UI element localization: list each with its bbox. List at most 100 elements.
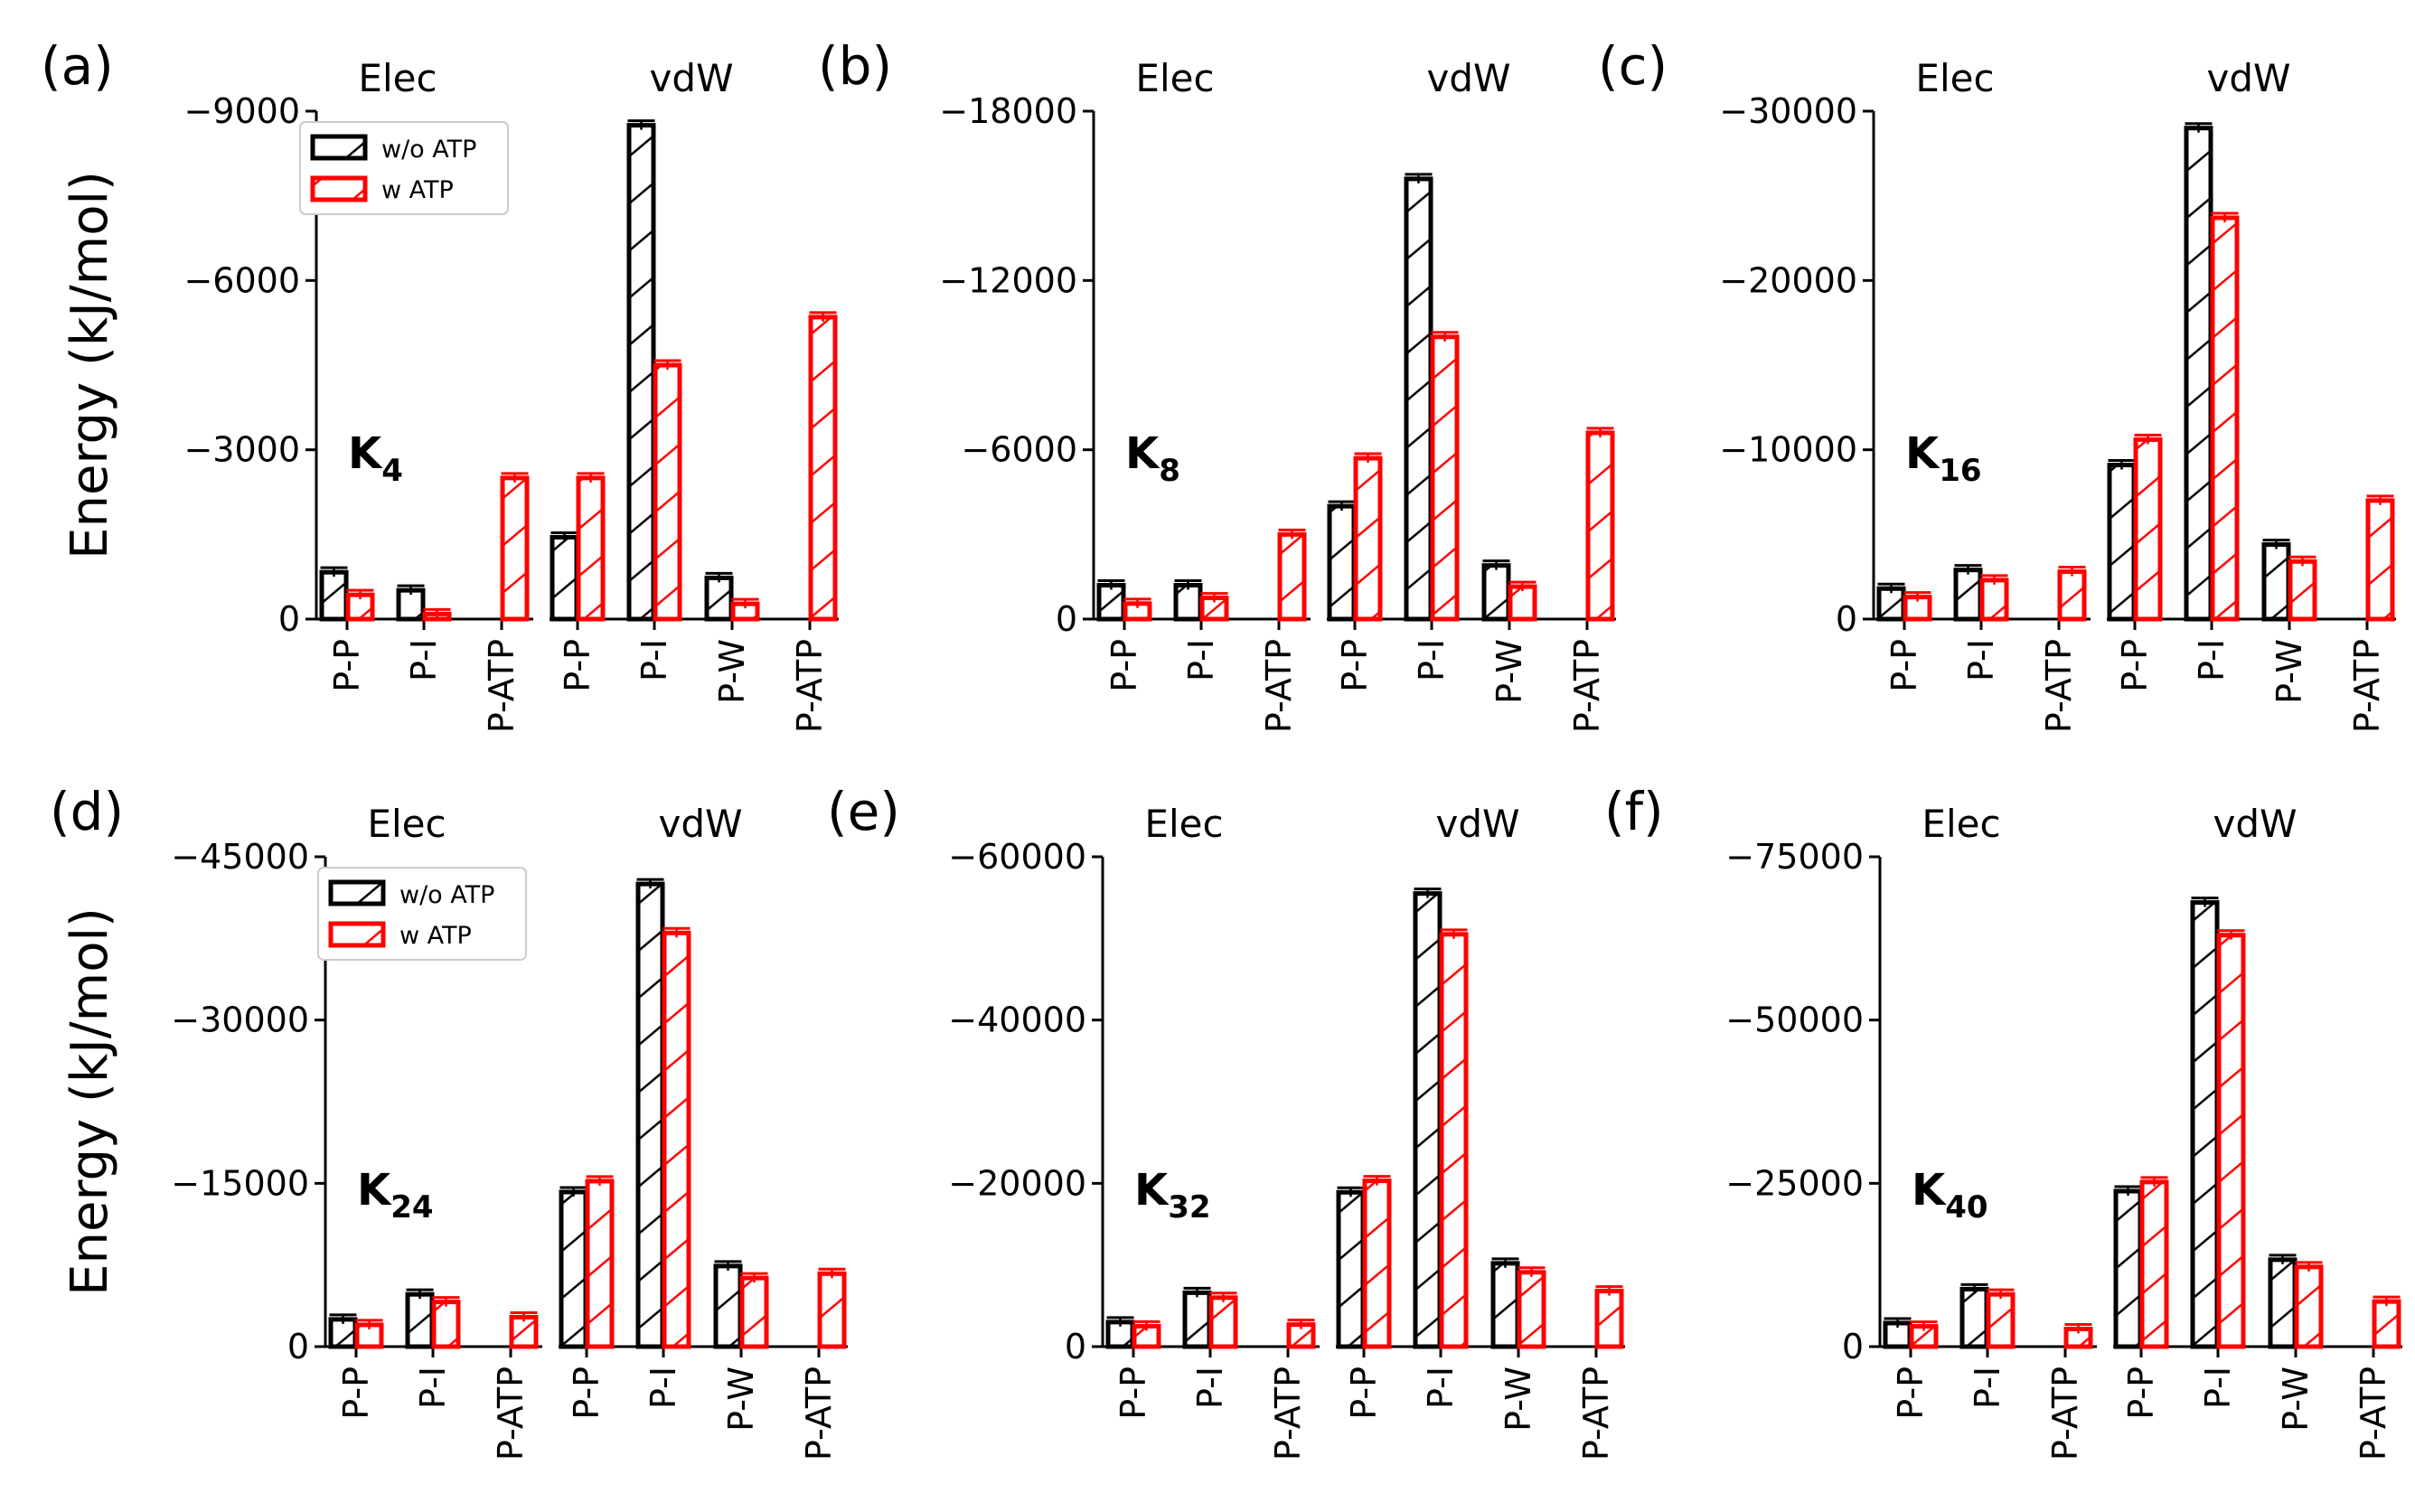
system-label-base: K xyxy=(1125,428,1161,479)
group-title: vdW xyxy=(658,802,742,846)
y-axis-label: Energy (kJ/mol) xyxy=(61,171,119,559)
y-tick-label: −20000 xyxy=(948,1163,1086,1203)
panel-e: (e) 0 −20000 −40000 −60000 Elec P-P P-I P-ATP vdW… xyxy=(827,781,1625,1460)
x-tick-label: P-W xyxy=(712,639,752,704)
x-tick-label: P-ATP xyxy=(491,1366,531,1460)
bar-without-atp xyxy=(1327,503,1357,622)
x-tick-label: P-P xyxy=(1344,1366,1384,1420)
bar-with-atp xyxy=(1362,1179,1392,1349)
y-tick-label: −20000 xyxy=(1719,260,1857,300)
bar-with-atp xyxy=(1979,578,2009,622)
bar-with-atp xyxy=(1208,1295,1238,1349)
system-label-base: K xyxy=(1905,428,1940,479)
y-tick-label: −75000 xyxy=(1725,837,1864,877)
y-tick-label: −30000 xyxy=(1719,91,1857,131)
panel-letter: (a) xyxy=(41,35,114,97)
x-tick-label: P-I xyxy=(1968,1366,2007,1409)
x-tick-label: P-W xyxy=(1489,639,1529,704)
legend: w/o ATP w ATP xyxy=(317,867,527,961)
y-tick-label: 0 xyxy=(1056,599,1077,639)
group-title: Elec xyxy=(367,802,446,846)
panel-a: (a) 0 −3000 −6000 −9000 Energy (kJ/mol) Elec P-… xyxy=(41,35,839,733)
x-tick-label: P-ATP xyxy=(1576,1366,1616,1460)
x-tick-label: P-ATP xyxy=(2354,1366,2393,1460)
bar-with-atp xyxy=(739,1275,769,1349)
x-tick-label: P-I xyxy=(1181,639,1221,681)
bar-without-atp xyxy=(1490,1261,1520,1349)
system-label-subscript: 40 xyxy=(1945,1189,1987,1226)
y-tick-label: −6000 xyxy=(183,260,300,300)
bar-with-atp xyxy=(2288,559,2317,622)
y-tick-label: −25000 xyxy=(1725,1163,1864,1203)
group-title: vdW xyxy=(649,56,733,100)
x-tick-label: P-ATP xyxy=(482,639,522,733)
bar-without-atp xyxy=(1182,1290,1212,1349)
bar-with-atp xyxy=(1439,932,1469,1349)
panel-d: (d) 0 −15000 −30000 −45000 Energy (kJ/mol) Ele… xyxy=(50,781,848,1460)
bar-without-atp xyxy=(1413,891,1442,1349)
bar-with-atp xyxy=(1517,1270,1546,1349)
bar-without-atp xyxy=(1173,583,1203,622)
system-label: K16 xyxy=(1905,428,1982,489)
bar-with-atp xyxy=(2057,569,2087,622)
x-tick-label: P-I xyxy=(1190,1366,1230,1409)
panel-letter: (e) xyxy=(827,781,900,842)
bar-without-atp xyxy=(713,1263,743,1349)
bar-without-atp xyxy=(1096,583,1126,622)
bar-without-atp xyxy=(704,575,734,622)
x-tick-label: P-P xyxy=(1114,1366,1153,1420)
x-tick-label: P-W xyxy=(721,1366,761,1432)
bar-with-atp xyxy=(509,1314,539,1349)
x-tick-label: P-P xyxy=(1335,639,1375,692)
y-tick-label: −45000 xyxy=(171,837,309,877)
x-tick-label: P-I xyxy=(2198,1366,2238,1409)
bar-without-atp xyxy=(559,1189,588,1349)
legend-swatch-without-atp xyxy=(310,134,368,161)
x-tick-label: P-ATP xyxy=(2039,639,2079,733)
x-tick-label: P-P xyxy=(336,1366,376,1420)
system-label: K4 xyxy=(348,428,403,489)
y-tick-label: 0 xyxy=(287,1327,309,1366)
bar-with-atp xyxy=(1277,531,1307,622)
bar-with-atp xyxy=(2216,933,2246,1349)
group-title: Elec xyxy=(358,56,437,100)
y-tick-label: 0 xyxy=(278,599,300,639)
y-tick-label: 0 xyxy=(1836,599,1857,639)
y-tick-label: −9000 xyxy=(183,91,300,131)
bar-without-atp xyxy=(2184,126,2213,622)
bar-without-atp xyxy=(2107,463,2137,622)
system-label-subscript: 8 xyxy=(1159,453,1180,489)
group-title: Elec xyxy=(1144,802,1223,846)
x-tick-label: P-ATP xyxy=(1268,1366,1308,1460)
panel-letter: (d) xyxy=(50,781,124,842)
system-label-subscript: 32 xyxy=(1168,1189,1210,1226)
bar-without-atp xyxy=(635,881,665,1349)
y-tick-label: −40000 xyxy=(948,1000,1086,1040)
panel-b: (b) 0 −6000 −12000 −18000 Elec P-P P-I P-ATP vdW P… xyxy=(818,35,1616,733)
bar-without-atp xyxy=(1404,176,1433,622)
legend-swatch-without-atp xyxy=(328,879,386,906)
group-title: vdW xyxy=(1435,802,1519,846)
panel-letter: (c) xyxy=(1598,35,1668,97)
bar-with-atp xyxy=(817,1271,847,1349)
bar-with-atp xyxy=(431,1300,461,1349)
bar-without-atp xyxy=(1481,563,1511,622)
x-tick-label: P-P xyxy=(1884,639,1924,692)
bar-with-atp xyxy=(1594,1289,1624,1349)
bar-with-atp xyxy=(2139,1179,2169,1349)
y-tick-label: 0 xyxy=(1065,1327,1086,1366)
x-tick-label: P-I xyxy=(1961,639,2001,681)
bar-with-atp xyxy=(2365,498,2395,622)
bar-without-atp xyxy=(1959,1286,1989,1349)
panel-letter: (f) xyxy=(1604,781,1664,842)
panel-c: (c) 0 −10000 −20000 −30000 Elec P-P P-I P-ATP vdW… xyxy=(1598,35,2396,733)
bar-without-atp xyxy=(2268,1257,2298,1349)
y-tick-label: −30000 xyxy=(171,1000,309,1040)
bar-with-atp xyxy=(662,930,691,1349)
y-tick-label: −60000 xyxy=(948,837,1086,877)
bar-without-atp xyxy=(1876,586,1906,622)
x-tick-label: P-P xyxy=(558,639,597,692)
bar-without-atp xyxy=(550,534,579,622)
x-tick-label: P-P xyxy=(1891,1366,1931,1420)
